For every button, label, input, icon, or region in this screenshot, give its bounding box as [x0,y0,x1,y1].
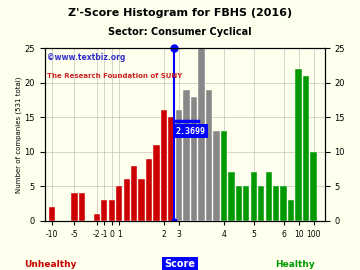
Bar [101,200,108,221]
Bar [228,173,234,221]
Bar [251,173,257,221]
Bar [131,166,138,221]
Text: 2.3699: 2.3699 [175,127,206,136]
Bar [303,76,309,221]
Bar [280,186,287,221]
Bar [176,110,182,221]
Bar [258,186,265,221]
Bar [213,131,220,221]
Bar [49,207,55,221]
Bar [288,200,294,221]
Bar [296,69,302,221]
Bar [191,96,197,221]
Bar [206,90,212,221]
Text: ©www.textbiz.org: ©www.textbiz.org [47,53,126,62]
Bar [266,173,272,221]
Bar [153,145,160,221]
Bar [71,193,77,221]
Y-axis label: Number of companies (531 total): Number of companies (531 total) [15,76,22,193]
Text: Unhealthy: Unhealthy [24,260,77,269]
Bar [123,179,130,221]
Bar [243,186,249,221]
Bar [183,90,190,221]
Bar [310,152,317,221]
Text: The Research Foundation of SUNY: The Research Foundation of SUNY [47,73,183,79]
Bar [198,48,204,221]
Bar [94,214,100,221]
Bar [116,186,122,221]
Bar [273,186,279,221]
Bar [161,110,167,221]
Bar [168,117,175,221]
Text: Score: Score [165,259,195,269]
Text: Sector: Consumer Cyclical: Sector: Consumer Cyclical [108,27,252,37]
Bar [79,193,85,221]
Bar [109,200,115,221]
Text: Z'-Score Histogram for FBHS (2016): Z'-Score Histogram for FBHS (2016) [68,8,292,18]
Bar [139,179,145,221]
Bar [146,159,152,221]
Bar [236,186,242,221]
Text: Healthy: Healthy [275,260,315,269]
Bar [221,131,227,221]
